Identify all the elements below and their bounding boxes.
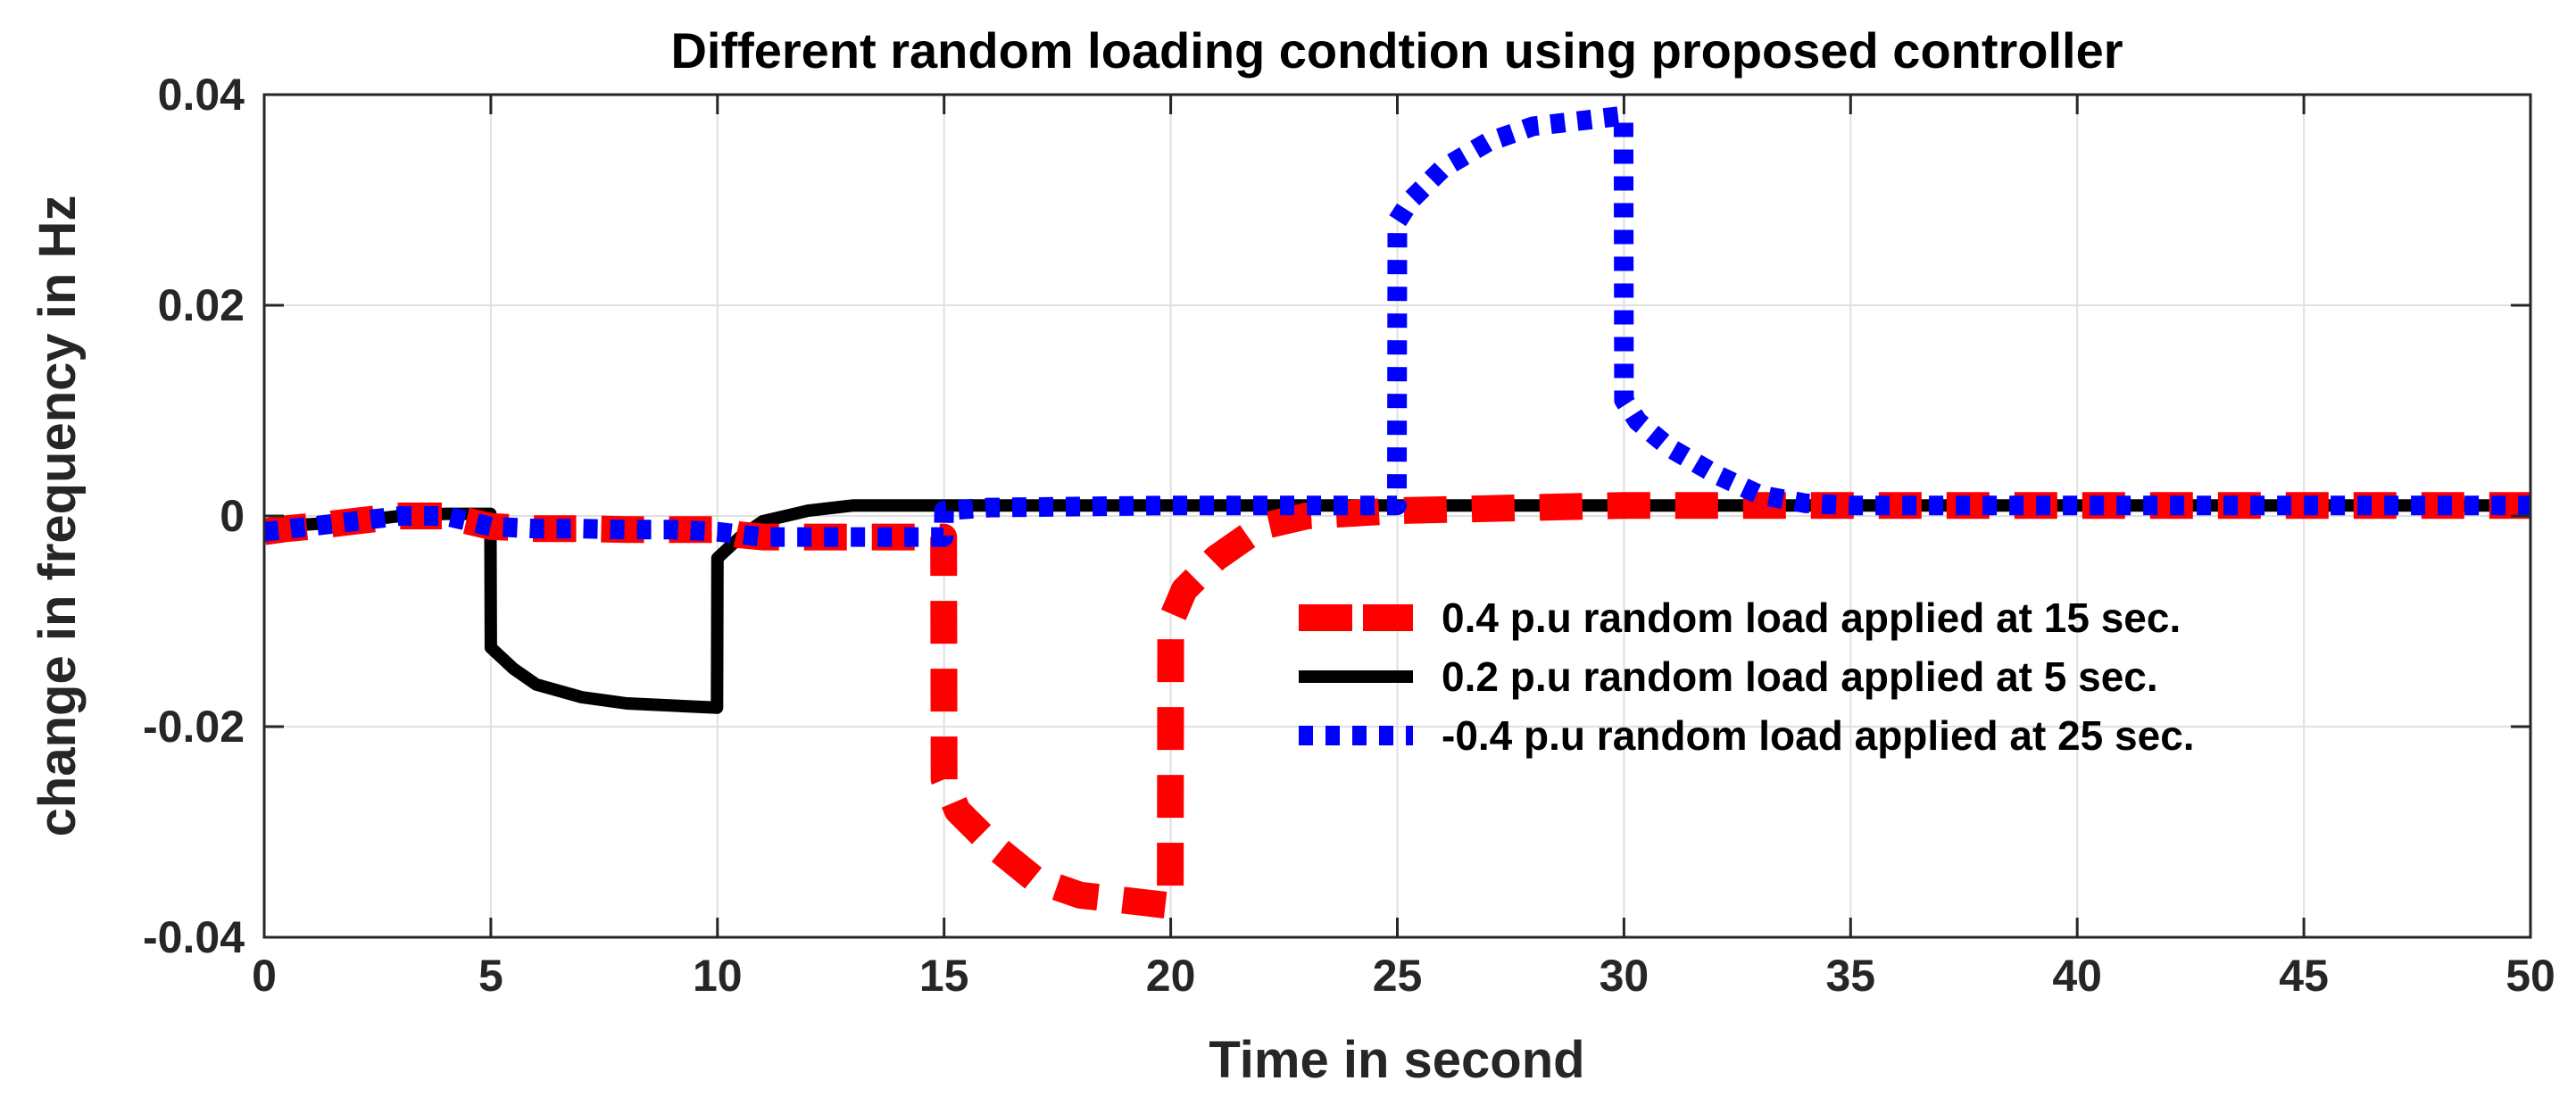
x-tick-label: 20 xyxy=(1146,951,1196,1001)
x-tick-label: 15 xyxy=(919,951,969,1001)
y-tick-label: 0.02 xyxy=(158,280,245,330)
x-tick-label: 50 xyxy=(2505,951,2555,1001)
y-axis: -0.04 -0.02 0 0.02 0.04 xyxy=(143,70,2530,962)
legend-label-1: 0.2 p.u random load applied at 5 sec. xyxy=(1442,653,2158,700)
y-tick-label: -0.02 xyxy=(143,702,245,752)
legend-label-0: 0.4 p.u random load applied at 15 sec. xyxy=(1442,595,2181,641)
series-layer xyxy=(264,105,2530,919)
legend: 0.4 p.u random load applied at 15 sec. 0.… xyxy=(1299,595,2195,759)
x-tick-label: 35 xyxy=(1825,951,1875,1001)
x-tick-label: 0 xyxy=(252,951,277,1001)
x-axis: 0 5 10 15 20 25 30 35 40 45 50 xyxy=(252,95,2555,1001)
x-tick-label: 30 xyxy=(1600,951,1649,1001)
x-tick-label: 5 xyxy=(478,951,503,1001)
y-tick-label: 0 xyxy=(220,491,245,541)
x-tick-label: 25 xyxy=(1373,951,1423,1001)
x-axis-title: Time in second xyxy=(1209,1031,1584,1089)
y-axis-title: change in frequency in Hz xyxy=(29,195,87,837)
y-tick-label: 0.04 xyxy=(158,70,245,120)
legend-label-2: -0.4 p.u random load applied at 25 sec. xyxy=(1442,712,2195,759)
y-tick-label: -0.04 xyxy=(143,912,245,962)
series-line-2 xyxy=(264,105,2530,547)
chart-title: Different random loading condtion using … xyxy=(670,22,2123,79)
x-tick-label: 40 xyxy=(2052,951,2102,1001)
x-tick-label: 45 xyxy=(2279,951,2329,1001)
x-tick-label: 10 xyxy=(693,951,743,1001)
